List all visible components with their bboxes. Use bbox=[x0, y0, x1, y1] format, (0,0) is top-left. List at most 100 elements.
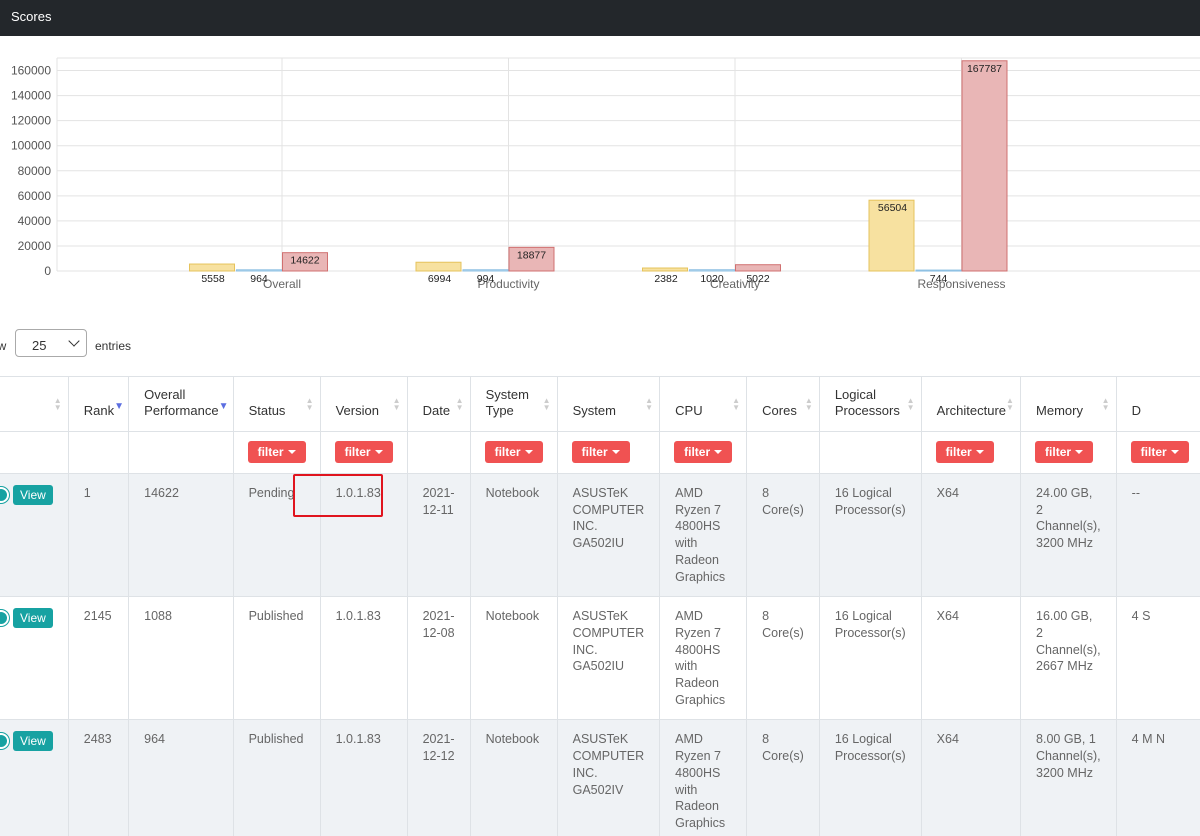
table-cell: Pending bbox=[232, 472, 321, 598]
table-cell: 2021-12-12 bbox=[406, 719, 471, 836]
filter-dropdown-button[interactable]: filter bbox=[674, 441, 733, 463]
column-header-1[interactable]: Rank ▼ bbox=[67, 376, 130, 432]
table-cell: Notebook bbox=[469, 472, 558, 598]
table-cell: Notebook bbox=[469, 596, 558, 721]
filter-dropdown-button[interactable]: filter bbox=[1130, 441, 1189, 463]
column-header-13[interactable]: D bbox=[1115, 376, 1200, 432]
filter-dropdown-button[interactable]: filter bbox=[571, 441, 630, 463]
filter-cell: filter bbox=[556, 431, 661, 474]
bar bbox=[415, 261, 462, 272]
column-header-4[interactable]: Version ▲ ▼ bbox=[319, 376, 408, 432]
sort-desc-icon: ▼ bbox=[114, 401, 125, 412]
table-cell: 16 Logical Processor(s) bbox=[818, 719, 922, 836]
table-cell: 16 Logical Processor(s) bbox=[818, 472, 922, 598]
y-tick-label: 100000 bbox=[11, 139, 51, 153]
filter-cell: filter bbox=[319, 431, 408, 474]
data-label: 5558 bbox=[201, 273, 225, 285]
table-cell: 4 M N bbox=[1115, 719, 1200, 836]
column-header-10[interactable]: Logical Processors ▲ ▼ bbox=[818, 376, 922, 432]
expand-row-icon[interactable] bbox=[0, 610, 9, 627]
filter-cell: filter bbox=[1115, 431, 1200, 474]
table-cell: AMD Ryzen 7 4800HS with Radeon Graphics bbox=[659, 719, 748, 836]
table-cell: -- bbox=[1115, 472, 1200, 598]
table-cell: Notebook bbox=[469, 719, 558, 836]
column-header-label: Memory bbox=[1036, 403, 1083, 418]
bar bbox=[508, 246, 555, 272]
column-header-9[interactable]: Cores ▲ ▼ bbox=[746, 376, 820, 432]
view-button[interactable]: View bbox=[13, 608, 53, 629]
table-cell: ASUSTeK COMPUTER INC. GA502IU bbox=[556, 596, 661, 721]
column-header-label: Date bbox=[422, 403, 451, 418]
column-header-label: Logical Processors bbox=[834, 387, 900, 418]
entries-per-page-select[interactable]: 25 bbox=[15, 329, 87, 357]
sort-icon: ▲ ▼ bbox=[1006, 396, 1014, 412]
expand-row-icon[interactable] bbox=[0, 733, 9, 750]
sort-icon: ▲ ▼ bbox=[1101, 396, 1110, 412]
data-label: 2382 bbox=[654, 273, 678, 285]
data-label: 167787 bbox=[967, 63, 1002, 75]
table-cell: ASUSTeK COMPUTER INC. GA502IV bbox=[556, 719, 661, 836]
column-header-6[interactable]: System Type ▲ ▼ bbox=[469, 376, 558, 432]
table-cell: 1 bbox=[67, 472, 130, 598]
view-button[interactable]: View bbox=[13, 731, 53, 752]
bar bbox=[236, 269, 282, 272]
bar bbox=[462, 269, 509, 272]
column-header-12[interactable]: Memory ▲ ▼ bbox=[1020, 376, 1117, 432]
filter-cell bbox=[746, 431, 820, 474]
y-tick-label: 0 bbox=[44, 264, 51, 278]
column-header-8[interactable]: CPU ▲ ▼ bbox=[659, 376, 748, 432]
data-label: 5022 bbox=[746, 273, 770, 285]
sort-desc-icon: ▼ bbox=[218, 401, 229, 412]
column-header-2[interactable]: Overall Performance ▼ bbox=[128, 376, 234, 432]
data-label: 6994 bbox=[428, 273, 452, 285]
x-tick-label: Overall bbox=[263, 277, 301, 291]
data-label: 18877 bbox=[517, 249, 546, 261]
filter-dropdown-button[interactable]: filter bbox=[334, 441, 393, 463]
sort-icon: ▲ ▼ bbox=[53, 396, 62, 412]
scores-bar-chart: 0 20000 40000 60000 80000 100000 120000 140000 1… bbox=[11, 57, 1200, 291]
expand-row-icon[interactable] bbox=[0, 487, 9, 503]
bar bbox=[915, 269, 962, 272]
filter-cell bbox=[0, 431, 69, 474]
filter-dropdown-button[interactable]: filter bbox=[484, 441, 543, 463]
table-cell: 8 Core(s) bbox=[746, 472, 820, 598]
status-highlight-box bbox=[293, 474, 383, 517]
filter-dropdown-button[interactable]: filter bbox=[247, 441, 306, 463]
table-cell: Published bbox=[232, 719, 321, 836]
app-header: Scores bbox=[0, 0, 1200, 36]
table-cell: Published bbox=[232, 596, 321, 721]
column-header-label: System Type bbox=[485, 387, 529, 418]
scores-table: ▲ ▼ Rank ▼ Overall Performance ▼ Status ▲ ▼ Versi… bbox=[0, 376, 1200, 836]
y-tick-label: 40000 bbox=[18, 214, 52, 228]
y-tick-label: 160000 bbox=[11, 64, 51, 78]
filter-cell bbox=[818, 431, 922, 474]
row-actions: View bbox=[0, 719, 69, 836]
bar bbox=[868, 199, 915, 272]
column-header-label: Cores bbox=[762, 403, 797, 418]
bar bbox=[282, 252, 328, 272]
filter-dropdown-button[interactable]: filter bbox=[1035, 441, 1094, 463]
table-cell: 16.00 GB, 2 Channel(s), 2667 MHz bbox=[1020, 596, 1117, 721]
view-button[interactable]: View bbox=[13, 485, 53, 505]
sort-icon: ▲ ▼ bbox=[906, 396, 915, 412]
column-header-11[interactable]: Architecture ▲ ▼ bbox=[920, 376, 1022, 432]
sort-icon: ▲ ▼ bbox=[804, 396, 813, 412]
filter-cell: filter bbox=[659, 431, 748, 474]
column-header-7[interactable]: System ▲ ▼ bbox=[556, 376, 661, 432]
filter-cell: filter bbox=[232, 431, 321, 474]
table-cell: 2021-12-08 bbox=[406, 596, 471, 721]
column-header-0[interactable]: ▲ ▼ bbox=[0, 376, 69, 432]
table-cell: 2021-12-11 bbox=[406, 472, 471, 598]
table-cell: AMD Ryzen 7 4800HS with Radeon Graphics bbox=[659, 596, 748, 721]
y-tick-label: 60000 bbox=[18, 189, 52, 203]
data-label: 964 bbox=[250, 273, 268, 285]
data-label: 56504 bbox=[878, 202, 907, 214]
table-cell: 8 Core(s) bbox=[746, 596, 820, 721]
table-cell: X64 bbox=[920, 472, 1022, 598]
table-cell: 1088 bbox=[128, 596, 234, 721]
entries-per-page-value: 25 bbox=[32, 338, 47, 353]
table-row: View 1 14622 Pending 1.0.1.83 2021-12-11 Noteb… bbox=[0, 472, 1200, 598]
filter-dropdown-button[interactable]: filter bbox=[935, 441, 994, 463]
column-header-5[interactable]: Date ▲ ▼ bbox=[406, 376, 471, 432]
column-header-3[interactable]: Status ▲ ▼ bbox=[232, 376, 321, 432]
